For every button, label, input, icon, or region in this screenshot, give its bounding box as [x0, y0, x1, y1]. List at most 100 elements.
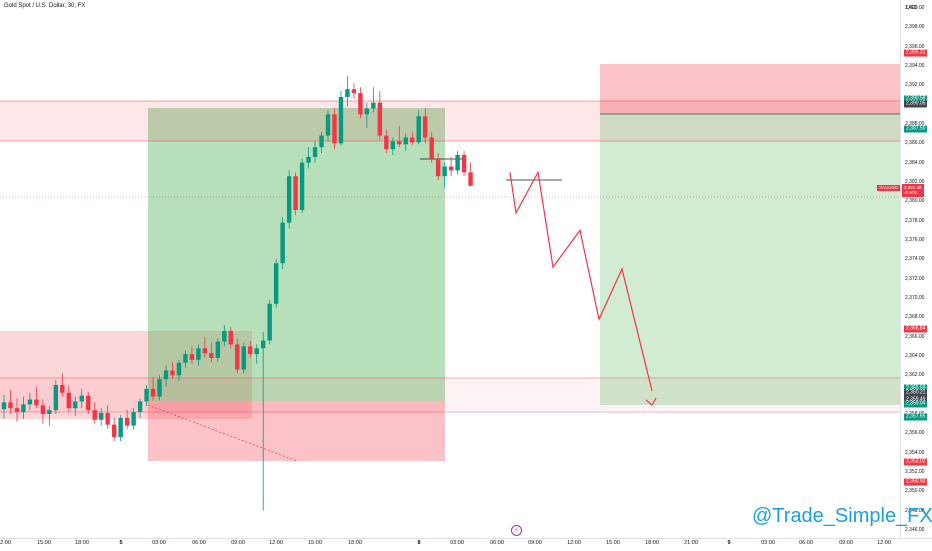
candle-body [280, 222, 285, 264]
time-tick: 12:00 [0, 540, 11, 546]
candle-body [261, 340, 266, 349]
candle-body [202, 348, 208, 354]
price-badge: 2,360.59 [904, 385, 928, 393]
candle-body [351, 89, 357, 94]
time-axis[interactable] [0, 538, 932, 551]
trend-line-dashed [147, 404, 298, 462]
candle-body [27, 399, 33, 405]
candle-body [118, 417, 123, 438]
price-badge: 2,350.93 [904, 478, 928, 486]
time-tick: 06:00 [490, 540, 504, 546]
candle-body [34, 399, 39, 406]
projection-path [509, 170, 653, 391]
candle-body [14, 408, 20, 413]
candle-body [124, 417, 130, 426]
candles-group [1, 75, 473, 511]
candle-body [332, 114, 337, 144]
time-tick: 03:00 [152, 540, 166, 546]
price-axis[interactable] [900, 0, 932, 538]
candle-body [397, 141, 402, 145]
time-tick: 21:00 [684, 540, 698, 546]
lightning-icon[interactable]: ⚡ [511, 525, 522, 536]
candle-body [241, 346, 246, 370]
time-tick: 15:00 [37, 540, 51, 546]
candle-body [131, 412, 136, 426]
candle-body [189, 354, 195, 360]
price-tick: 2,366.00 [905, 333, 925, 340]
price-tick: 2,362.00 [905, 372, 925, 379]
candle-body [390, 141, 395, 150]
candle-body [73, 401, 78, 409]
time-tick: 8 [417, 540, 421, 546]
price-tick: 2,396.00 [905, 43, 925, 50]
price-badge: 2,359.04 [904, 400, 928, 408]
candle-body [79, 395, 84, 402]
price-tick: 2,400.00 [905, 5, 925, 11]
price-badge: 2,359.49 [904, 396, 928, 404]
price-tick: 2,388.00 [905, 121, 925, 127]
watermark: @Trade_Simple_FX [752, 505, 932, 527]
candle-body [299, 162, 305, 211]
candle-body [60, 385, 65, 393]
time-tick: 12:00 [877, 540, 891, 546]
time-tick: 9 [727, 540, 731, 546]
candle-body [364, 108, 370, 115]
price-tick: 2,346.00 [905, 527, 925, 533]
candle-body [215, 341, 221, 358]
candle-body [429, 137, 434, 159]
last-price-badge: 2,381.38 -0.976 [902, 183, 924, 197]
candle-body [170, 370, 175, 376]
candle-body [157, 379, 162, 397]
price-badge: 2,353.02 [904, 458, 928, 466]
candle-body [228, 330, 233, 345]
candle-body [416, 116, 421, 143]
candle-body [209, 353, 214, 358]
candle-body [235, 344, 240, 370]
price-tick: 2,382.00 [905, 179, 925, 185]
price-badge: 2,387.50 [904, 125, 928, 133]
price-tick: 2,376.00 [905, 237, 925, 243]
candle-body [66, 392, 71, 409]
candle-body [92, 410, 97, 420]
price-tick: 2,372.00 [905, 275, 925, 282]
chart-plot[interactable] [0, 0, 900, 538]
candle-body [267, 303, 272, 341]
candle-body [105, 413, 110, 425]
price-tick: 2,384.00 [905, 159, 925, 166]
price-badge: 2,390.05 [904, 100, 928, 108]
price-tick: 2,364.00 [905, 353, 925, 359]
price-badge: 2,390.58 [904, 95, 928, 103]
projection-arrowhead [645, 397, 657, 406]
candle-body [377, 102, 383, 136]
time-tick: 06:00 [799, 540, 813, 546]
candle-body [442, 166, 447, 177]
candle-body [403, 137, 408, 145]
candle-body [410, 137, 415, 143]
candle-body [423, 116, 428, 138]
time-tick: 18:00 [348, 540, 362, 546]
price-badge: 2,360.21 [904, 389, 928, 397]
candle-body [99, 413, 104, 420]
price-tick: 2,350.00 [905, 488, 925, 495]
time-tick: 18:00 [75, 540, 89, 546]
price-tick: 2,368.00 [905, 314, 925, 321]
currency-label: USD [906, 5, 918, 11]
price-badge: 2,366.84 [904, 325, 928, 333]
symbol-label: XAUUSD [877, 184, 900, 191]
candle-body [163, 370, 169, 380]
candle-body [248, 346, 253, 355]
candle-body [319, 135, 324, 148]
short-target-zone [600, 114, 900, 405]
candle-body [371, 102, 376, 109]
candle-body [286, 176, 292, 223]
candle-body [111, 424, 117, 438]
candle-body [196, 348, 201, 360]
price-tick: 2,378.00 [905, 217, 925, 224]
candle-body [468, 172, 473, 186]
time-tick: 03:00 [450, 540, 464, 546]
candle-body [435, 158, 441, 177]
candle-body [40, 405, 46, 414]
time-tick: 03:00 [761, 540, 775, 546]
candle-body [306, 156, 311, 163]
